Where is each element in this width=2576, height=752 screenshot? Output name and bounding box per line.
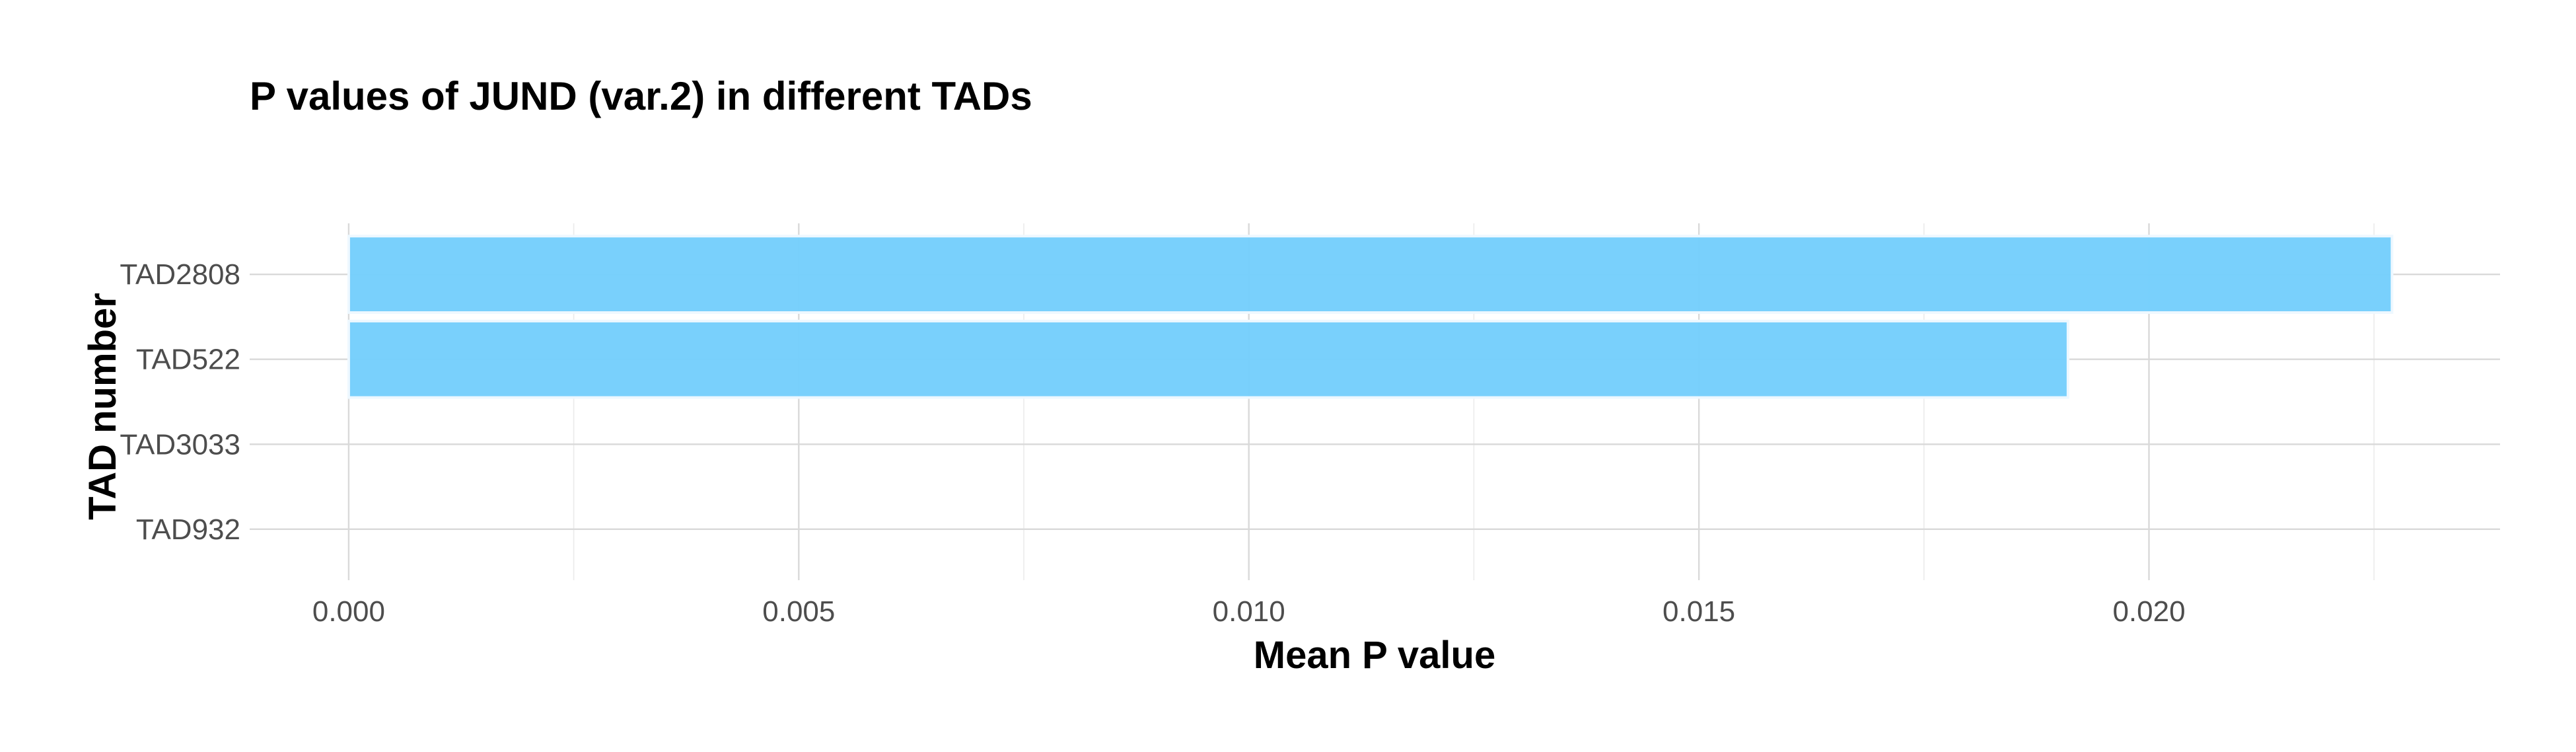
y-tick-label: TAD932 xyxy=(136,513,240,546)
y-tick-label: TAD3033 xyxy=(120,428,240,461)
x-tick-label: 0.015 xyxy=(1663,595,1735,628)
y-tick-label: TAD2808 xyxy=(120,258,240,291)
x-tick-label: 0.005 xyxy=(762,595,835,628)
x-tick-label: 0.010 xyxy=(1213,595,1285,628)
chart-title: P values of JUND (var.2) in different TA… xyxy=(250,74,1032,118)
bar-series xyxy=(347,235,2394,399)
x-tick-label: 0.020 xyxy=(2112,595,2185,628)
x-axis-title: Mean P value xyxy=(1254,634,1495,677)
x-axis-tick-labels: 0.000 0.005 0.010 0.015 0.020 xyxy=(312,595,2186,628)
y-axis-title: TAD number xyxy=(81,293,124,520)
bar-tad2808 xyxy=(347,235,2394,314)
x-tick-label: 0.000 xyxy=(312,595,385,628)
y-tick-label: TAD522 xyxy=(136,344,240,376)
y-axis-tick-labels: TAD2808 TAD522 TAD3033 TAD932 xyxy=(120,258,240,546)
bar-tad522 xyxy=(347,319,2069,399)
